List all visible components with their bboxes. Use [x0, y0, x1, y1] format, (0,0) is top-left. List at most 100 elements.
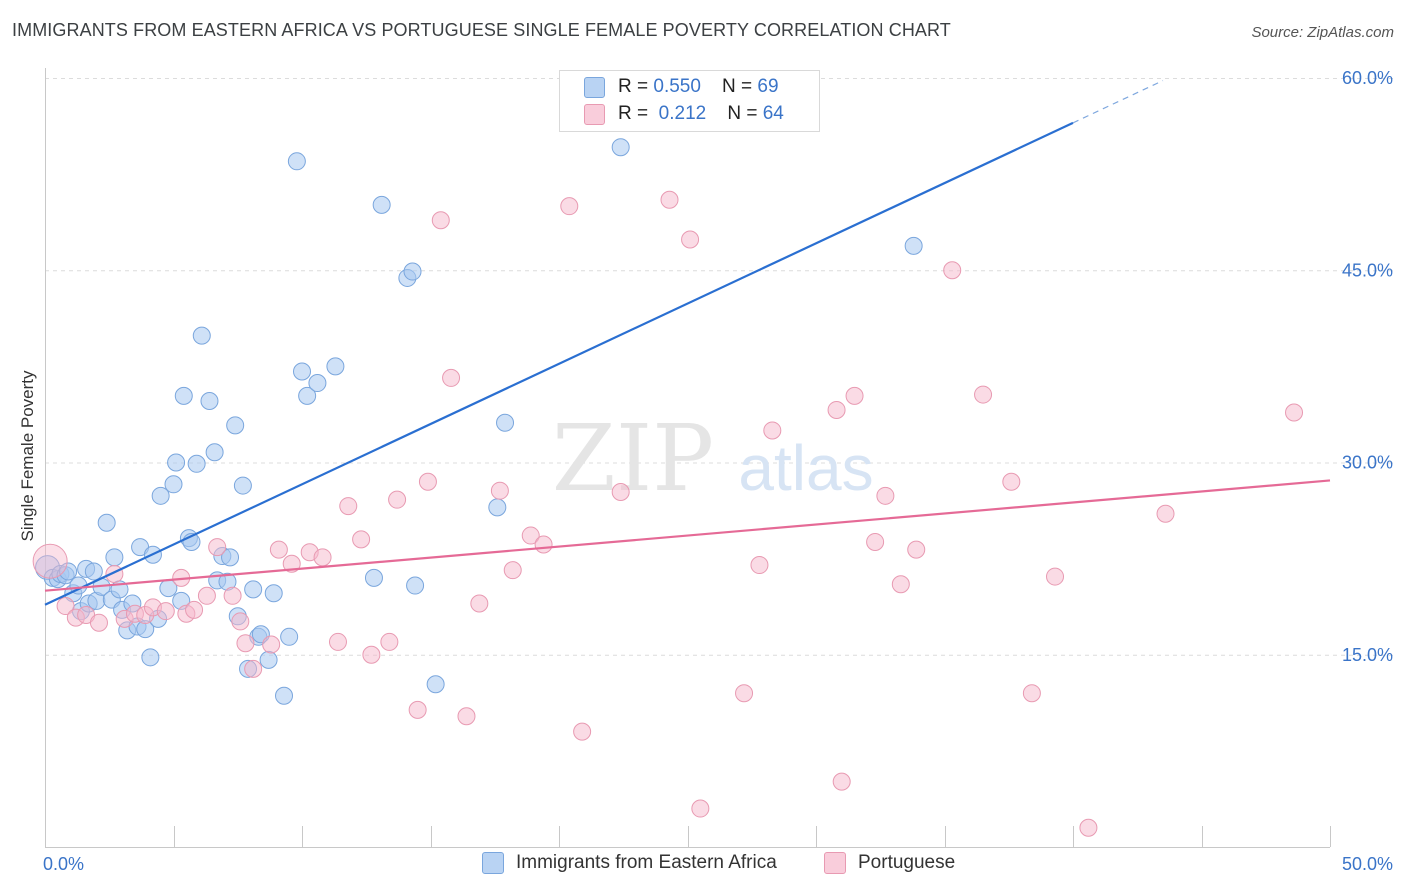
point-portuguese [832, 772, 851, 791]
point-portuguese [611, 482, 630, 501]
point-immigrants [406, 576, 425, 595]
tick-labels: 15.0% 30.0% 45.0% 60.0% 0.0% 50.0% [43, 68, 1393, 874]
series-portuguese-points [32, 190, 1304, 837]
legend-r-label: R = [618, 103, 654, 124]
point-portuguese [197, 586, 216, 605]
legend-n-value: 69 [757, 76, 779, 97]
point-portuguese [262, 635, 281, 654]
point-portuguese [418, 472, 437, 491]
point-immigrants [904, 236, 923, 255]
y-tick-label: 45.0% [1342, 260, 1393, 280]
point-immigrants [205, 443, 224, 462]
point-immigrants [200, 391, 219, 410]
point-portuguese [282, 554, 301, 573]
point-immigrants [141, 648, 160, 667]
point-immigrants [84, 562, 103, 581]
source-label: Source: ZipAtlas.com [1251, 24, 1394, 41]
y-tick-label: 60.0% [1342, 68, 1393, 88]
point-immigrants [293, 362, 311, 381]
point-portuguese [1046, 567, 1065, 586]
point-immigrants [244, 580, 263, 599]
legend-n-label: N = [722, 76, 758, 97]
point-portuguese [32, 543, 68, 579]
point-portuguese [380, 632, 399, 651]
point-portuguese [89, 613, 108, 632]
point-immigrants [403, 262, 422, 281]
point-immigrants [287, 152, 306, 171]
watermark-zip: ZIP [552, 405, 714, 512]
point-immigrants [264, 584, 283, 603]
legend-n-label: N = [727, 103, 763, 124]
watermark: ZIP atlas [552, 405, 874, 512]
chart-title: IMMIGRANTS FROM EASTERN AFRICA VS PORTUG… [12, 20, 951, 40]
point-portuguese [56, 597, 75, 616]
point-portuguese [1156, 504, 1175, 523]
point-portuguese [388, 490, 407, 509]
legend-r-label: R = [618, 76, 654, 97]
point-portuguese [735, 684, 754, 703]
point-portuguese [408, 700, 427, 719]
watermark-atlas: atlas [738, 432, 873, 504]
series-legend: Immigrants from Eastern Africa Portugues… [0, 852, 1406, 878]
point-portuguese [328, 632, 347, 651]
point-portuguese [431, 211, 450, 230]
point-portuguese [352, 530, 371, 549]
point-portuguese [845, 386, 864, 405]
point-portuguese [244, 659, 263, 678]
point-portuguese [891, 575, 910, 594]
point-portuguese [974, 385, 993, 404]
point-portuguese [1079, 818, 1098, 837]
point-immigrants [174, 386, 193, 405]
point-immigrants [280, 627, 299, 646]
point-portuguese [827, 400, 846, 419]
point-portuguese [231, 612, 250, 631]
point-portuguese [185, 600, 204, 619]
point-immigrants [226, 416, 245, 435]
axes [45, 68, 1331, 848]
legend-label-portuguese: Portuguese [858, 852, 956, 873]
trend-line-portuguese [44, 479, 1331, 592]
legend-swatch-blue [584, 76, 605, 98]
y-tick-label: 15.0% [1342, 645, 1393, 665]
point-portuguese [1002, 472, 1021, 491]
point-immigrants [364, 568, 383, 587]
x-tick-label: 50.0% [1342, 854, 1393, 874]
point-portuguese [156, 602, 175, 621]
point-portuguese [750, 556, 769, 575]
point-immigrants [259, 650, 278, 669]
trend-line-immigrants-extension [1072, 80, 1164, 124]
point-portuguese [573, 722, 592, 741]
point-portuguese [1285, 403, 1304, 422]
correlation-legend: R = 0.550 N = 69 R = 0.212 N = 64 [559, 70, 820, 132]
point-immigrants [164, 475, 183, 494]
legend-swatch-pink [824, 852, 846, 874]
y-tick-label: 30.0% [1342, 453, 1393, 473]
legend-label-immigrants: Immigrants from Eastern Africa [516, 852, 777, 873]
point-immigrants [221, 548, 240, 567]
point-immigrants [496, 413, 515, 432]
point-portuguese [660, 190, 679, 209]
point-portuguese [534, 535, 553, 554]
legend-r-value: 0.212 [653, 103, 707, 124]
point-portuguese [313, 548, 332, 567]
point-portuguese [1022, 684, 1041, 703]
point-immigrants [105, 548, 124, 567]
legend-item-immigrants: Immigrants from Eastern Africa [482, 852, 777, 874]
point-portuguese [691, 799, 710, 818]
point-portuguese [208, 538, 227, 557]
point-portuguese [490, 481, 509, 500]
point-immigrants [151, 486, 170, 505]
point-portuguese [681, 230, 700, 249]
point-portuguese [339, 497, 358, 516]
legend-r-value: 0.550 [653, 76, 701, 97]
trend-line-immigrants [44, 121, 1074, 606]
point-portuguese [269, 540, 288, 559]
point-portuguese [866, 532, 885, 551]
point-immigrants [192, 326, 211, 345]
point-portuguese [442, 368, 461, 387]
point-portuguese [763, 421, 782, 440]
legend-swatch-blue [482, 852, 504, 874]
point-immigrants [233, 476, 252, 495]
point-immigrants [611, 138, 630, 157]
